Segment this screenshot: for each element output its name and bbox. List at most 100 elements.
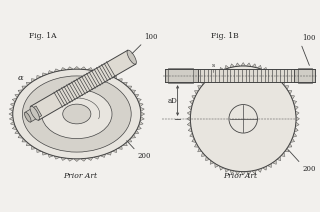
Polygon shape [241,63,245,66]
Polygon shape [188,127,192,132]
Polygon shape [15,130,20,134]
Polygon shape [215,70,219,74]
Polygon shape [100,154,106,157]
Polygon shape [293,133,297,137]
Polygon shape [294,127,298,132]
Polygon shape [127,86,132,89]
Polygon shape [230,170,235,174]
Polygon shape [205,156,210,160]
Polygon shape [54,156,60,159]
Polygon shape [37,76,42,79]
Text: 200: 200 [138,152,151,160]
Polygon shape [127,139,132,142]
Polygon shape [205,77,210,81]
Polygon shape [131,135,136,138]
Polygon shape [122,142,127,146]
Polygon shape [137,126,141,130]
Polygon shape [210,73,214,78]
Polygon shape [31,146,36,149]
Ellipse shape [30,106,39,120]
Polygon shape [11,121,15,125]
Polygon shape [42,152,47,155]
Polygon shape [140,107,144,112]
Polygon shape [106,73,111,76]
Polygon shape [291,95,295,99]
Polygon shape [9,112,13,116]
Text: Fig. 1A: Fig. 1A [29,32,56,40]
Polygon shape [257,65,262,69]
Polygon shape [9,107,13,112]
Polygon shape [26,142,31,146]
Polygon shape [295,111,299,116]
Polygon shape [112,76,117,79]
Polygon shape [296,116,300,121]
Polygon shape [295,122,299,127]
Polygon shape [100,71,106,74]
Polygon shape [54,69,60,72]
Polygon shape [268,163,272,167]
Polygon shape [117,79,122,82]
Polygon shape [220,67,224,72]
Polygon shape [81,158,86,161]
Polygon shape [294,106,298,110]
Polygon shape [22,139,27,142]
Circle shape [229,105,258,133]
Polygon shape [281,152,285,156]
Polygon shape [37,149,42,152]
Polygon shape [137,98,141,102]
Polygon shape [15,94,20,98]
Polygon shape [192,138,196,142]
Polygon shape [277,156,281,160]
Polygon shape [165,69,315,82]
Polygon shape [131,90,136,93]
Polygon shape [195,143,199,147]
Text: 200: 200 [302,165,316,173]
Polygon shape [293,100,297,105]
Polygon shape [284,148,289,152]
Polygon shape [225,168,229,172]
Polygon shape [225,65,229,69]
Polygon shape [12,126,17,130]
Polygon shape [139,103,143,107]
Polygon shape [252,170,256,174]
Polygon shape [48,154,53,157]
Polygon shape [112,149,117,152]
Text: 100: 100 [302,34,316,42]
Polygon shape [190,100,194,105]
Ellipse shape [13,69,141,159]
Polygon shape [201,152,205,156]
Polygon shape [220,166,224,170]
Polygon shape [188,106,192,110]
Polygon shape [31,79,36,82]
Polygon shape [187,122,191,127]
Polygon shape [288,143,292,147]
Polygon shape [67,67,73,70]
Ellipse shape [25,112,31,122]
Polygon shape [87,157,93,160]
Polygon shape [291,138,295,142]
Polygon shape [122,82,127,86]
Text: Prior Art: Prior Art [63,172,97,180]
Polygon shape [277,77,281,81]
Polygon shape [140,117,144,121]
Polygon shape [252,64,256,68]
Polygon shape [139,121,143,125]
Polygon shape [288,90,292,95]
Polygon shape [12,98,17,102]
Polygon shape [235,63,240,67]
Polygon shape [141,112,145,116]
Polygon shape [190,133,194,137]
Polygon shape [198,86,202,90]
Polygon shape [94,69,100,72]
Polygon shape [187,116,190,121]
Polygon shape [9,117,13,121]
Polygon shape [42,73,47,76]
Polygon shape [48,71,53,74]
Polygon shape [67,158,73,161]
Polygon shape [257,168,262,172]
Polygon shape [272,160,276,164]
Polygon shape [192,95,196,99]
Polygon shape [281,81,285,85]
Ellipse shape [63,104,91,124]
Text: Fig. 1B: Fig. 1B [211,32,239,40]
